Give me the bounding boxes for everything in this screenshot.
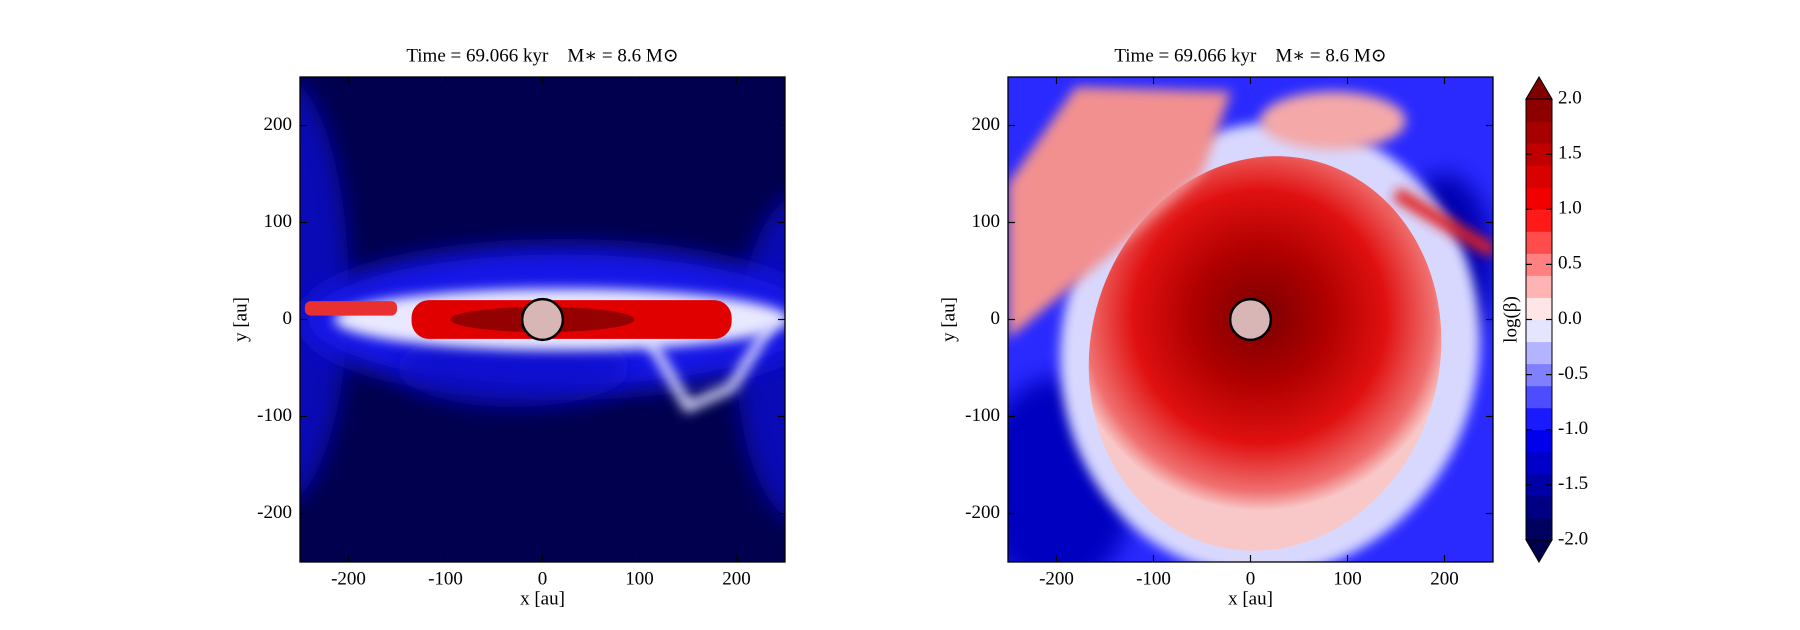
- panel-title: Time = 69.066 kyr M∗ = 8.6 M⊙: [1114, 45, 1386, 66]
- x-axis-label: x [au]: [1228, 588, 1273, 609]
- y-tick-label: -100: [965, 405, 1000, 426]
- y-tick-label: 100: [972, 211, 1001, 232]
- y-tick-label: 200: [264, 114, 293, 135]
- x-tick-label: -100: [1136, 568, 1171, 589]
- colorbar-level: [1526, 275, 1552, 298]
- colorbar-level: [1526, 143, 1552, 166]
- x-axis-label: x [au]: [520, 588, 565, 609]
- y-tick-label: 200: [972, 114, 1001, 135]
- colorbar-level: [1526, 517, 1552, 541]
- colorbar-tick-label: 1.0: [1558, 198, 1582, 219]
- colorbar-level: [1526, 253, 1552, 276]
- colorbar-level: [1526, 473, 1552, 497]
- field-left: [300, 77, 785, 562]
- colorbar-level: [1526, 209, 1552, 232]
- colorbar-tick-label: -2.0: [1558, 528, 1588, 549]
- colorbar-level: [1526, 297, 1552, 320]
- panel-title: Time = 69.066 kyr M∗ = 8.6 M⊙: [406, 45, 678, 66]
- colorbar-level: [1526, 187, 1552, 210]
- field-right: [1008, 77, 1493, 562]
- colorbar-level: [1526, 407, 1552, 431]
- colorbar-level: [1526, 165, 1552, 188]
- colorbar-label: log(β): [1500, 296, 1521, 343]
- x-tick-label: 0: [1246, 568, 1256, 589]
- y-tick-label: -200: [257, 502, 292, 523]
- y-axis-label: y [au]: [230, 297, 251, 342]
- colorbar-level: [1526, 495, 1552, 519]
- y-tick-label: 0: [991, 308, 1001, 329]
- colorbar-tick-label: 0.0: [1558, 308, 1582, 329]
- x-tick-label: 200: [722, 568, 751, 589]
- x-tick-label: -200: [1039, 568, 1074, 589]
- y-tick-label: 100: [264, 211, 293, 232]
- y-tick-label: 0: [283, 308, 293, 329]
- colorbar-level: [1526, 99, 1552, 122]
- colorbar-level: [1526, 451, 1552, 475]
- x-tick-label: 200: [1430, 568, 1459, 589]
- colorbar-extend-top: [1525, 76, 1553, 100]
- x-tick-label: -200: [331, 568, 366, 589]
- colorbar-tick-label: -1.5: [1558, 473, 1588, 494]
- x-tick-label: -100: [428, 568, 463, 589]
- y-tick-label: -100: [257, 405, 292, 426]
- x-tick-label: 100: [625, 568, 654, 589]
- y-axis-label: y [au]: [938, 297, 959, 342]
- x-tick-label: 100: [1333, 568, 1362, 589]
- colorbar-tick-label: -1.0: [1558, 418, 1588, 439]
- colorbar-level: [1526, 319, 1552, 343]
- colorbar-tick-label: -0.5: [1558, 363, 1588, 384]
- colorbar-level: [1526, 231, 1552, 254]
- y-tick-label: -200: [965, 502, 1000, 523]
- colorbar-tick-label: 1.5: [1558, 142, 1582, 163]
- colorbar-extend-bottom: [1525, 539, 1553, 563]
- x-tick-label: 0: [538, 568, 548, 589]
- colorbar-level: [1526, 385, 1552, 409]
- colorbar-level: [1526, 429, 1552, 453]
- colorbar-level: [1526, 121, 1552, 144]
- colorbar-level: [1526, 341, 1552, 365]
- colorbar-level: [1526, 363, 1552, 387]
- colorbar-tick-label: 0.5: [1558, 253, 1582, 274]
- colorbar-tick-label: 2.0: [1558, 87, 1582, 108]
